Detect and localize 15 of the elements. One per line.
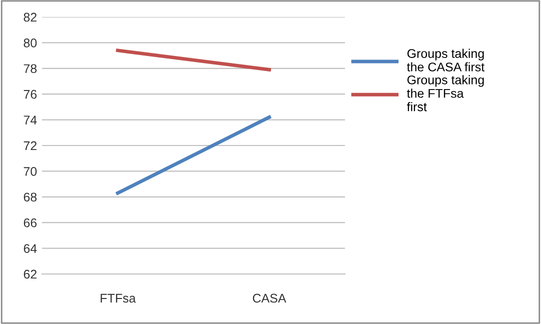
y-tick-label: 82 bbox=[24, 12, 37, 22]
y-tick-label: 76 bbox=[24, 90, 37, 99]
y-tick-label: 78 bbox=[24, 64, 37, 74]
y-tick-label: 66 bbox=[24, 218, 37, 228]
legend-label: Groups taking the FTFsa first bbox=[406, 75, 484, 112]
y-tick-label: 64 bbox=[24, 244, 37, 253]
y-tick-label: 72 bbox=[24, 141, 37, 150]
x-tick-label: CASA bbox=[252, 294, 286, 303]
y-tick-label: 70 bbox=[24, 167, 37, 176]
y-tick-label: 68 bbox=[24, 192, 37, 202]
y-tick-label: 80 bbox=[24, 38, 37, 48]
y-tick-label: 74 bbox=[24, 116, 37, 124]
legend-label: Groups taking the CASA first bbox=[406, 48, 484, 72]
y-tick-label: 62 bbox=[24, 270, 37, 279]
x-tick-label: FTFsa bbox=[100, 294, 136, 303]
